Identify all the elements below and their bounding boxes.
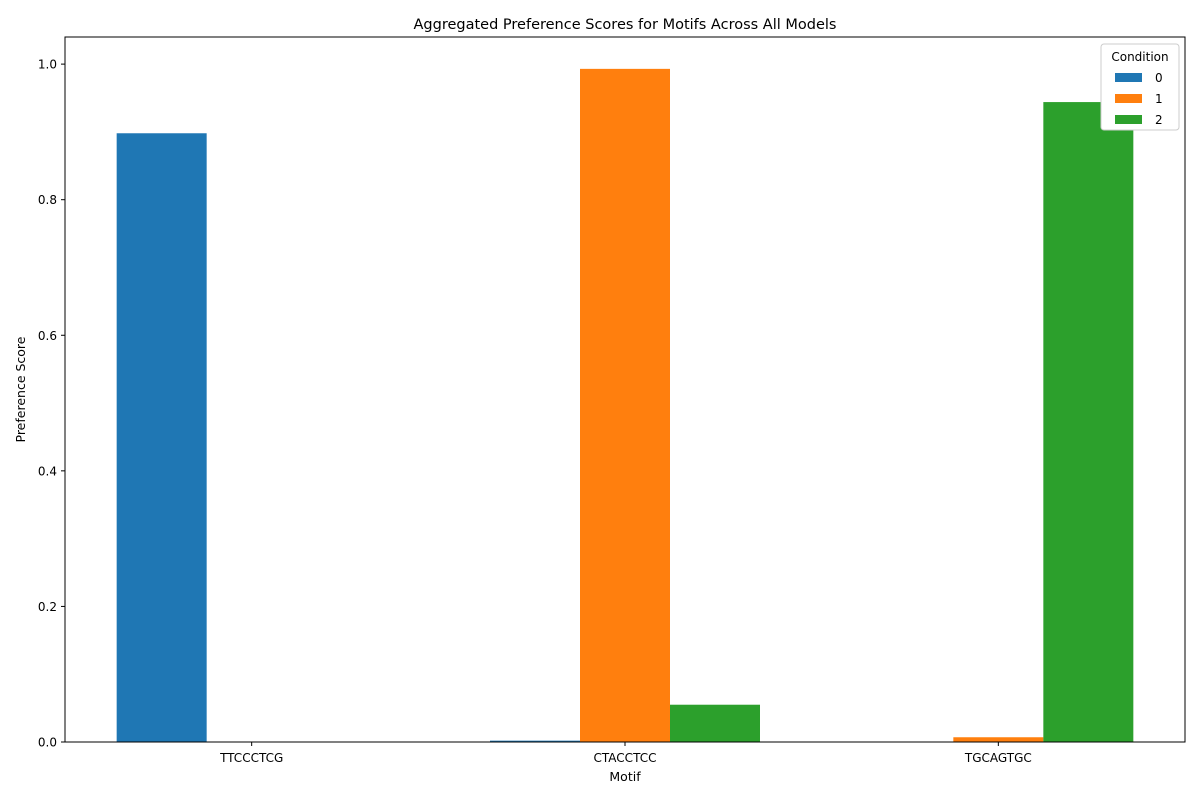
legend-label-2: 2: [1155, 113, 1163, 127]
x-tick-label: CTACCTCC: [594, 751, 657, 765]
legend-box: [1100, 43, 1180, 131]
bar-series-2-CTACCTCC: [670, 704, 760, 742]
y-axis: 0.0 0.2 0.4 0.6 0.8 1.0: [38, 58, 65, 750]
y-tick-label: 0.2: [38, 600, 57, 614]
legend-swatch-0: [1115, 73, 1142, 82]
legend: Condition 0 1 2: [1100, 43, 1180, 131]
x-axis: TTCCCTCG CTACCTCC TGCAGTGC: [219, 742, 1032, 765]
chart-title: Aggregated Preference Scores for Motifs …: [414, 17, 837, 33]
bar-series-1-TGCAGTGC: [953, 737, 1044, 742]
x-tick-label: TTCCCTCG: [219, 751, 283, 765]
x-tick-label: TGCAGTGC: [964, 751, 1032, 765]
legend-label-0: 0: [1155, 71, 1163, 85]
x-axis-label: Motif: [609, 769, 641, 784]
legend-swatch-1: [1115, 94, 1142, 103]
y-axis-label: Preference Score: [13, 336, 28, 442]
legend-label-1: 1: [1155, 92, 1163, 106]
bar-series-0-TTCCCTCG: [116, 133, 207, 742]
bar-series-1-CTACCTCC: [580, 68, 670, 742]
bar-series-2-TGCAGTGC: [1043, 102, 1134, 743]
y-tick-label: 0.6: [38, 329, 57, 343]
y-tick-label: 0.0: [38, 736, 57, 750]
legend-title: Condition: [1111, 50, 1168, 64]
y-tick-label: 1.0: [38, 58, 57, 72]
plot-area: [116, 68, 1134, 743]
bar-series-0-CTACCTCC: [490, 740, 580, 742]
legend-swatch-2: [1115, 115, 1142, 124]
y-tick-label: 0.8: [38, 193, 57, 207]
y-tick-label: 0.4: [38, 464, 57, 478]
